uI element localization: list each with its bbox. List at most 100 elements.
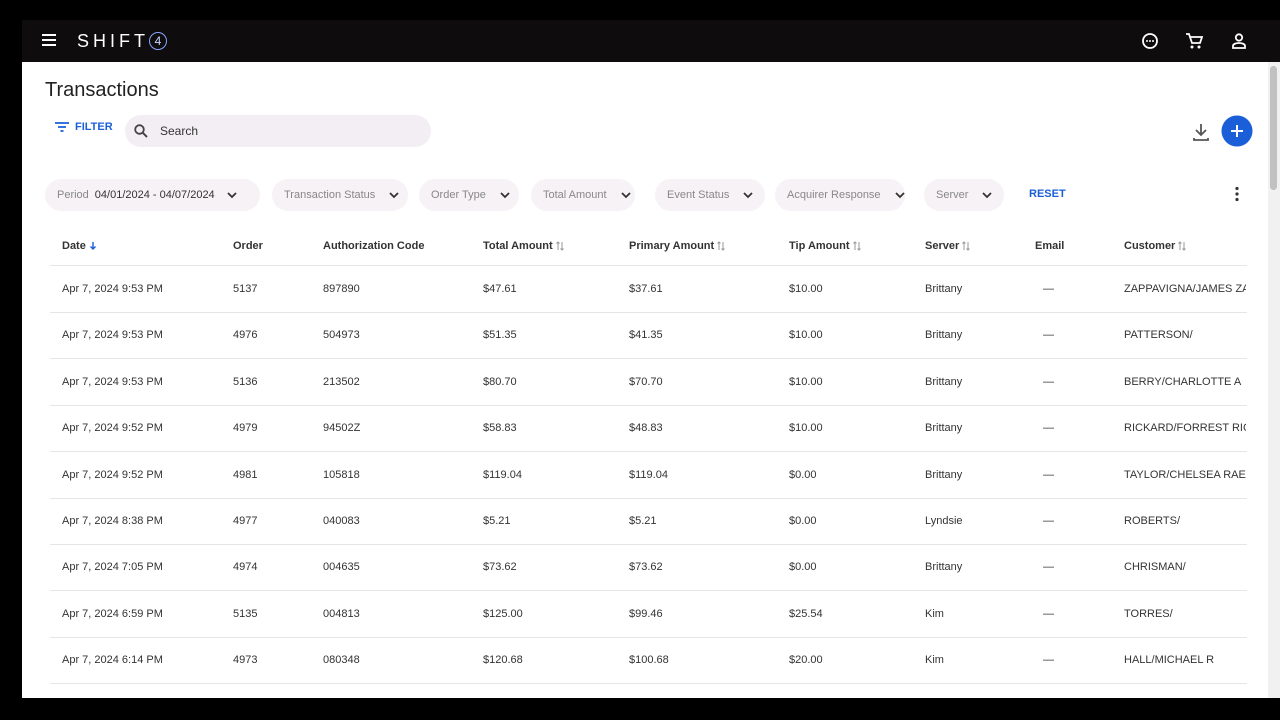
table-cell: Brittany (925, 329, 963, 342)
more-button[interactable] (1234, 186, 1240, 202)
row-divider (50, 590, 1247, 592)
table-cell: Apr 7, 2024 8:38 PM (62, 515, 163, 527)
chevron (500, 191, 510, 198)
table-cell: 5135 (233, 607, 258, 620)
download-button[interactable] (1188, 121, 1214, 143)
column-header[interactable]: Total Amount (483, 240, 564, 252)
table-cell: Apr 7, 2024 6:14 PM (62, 654, 163, 667)
table-cell: — (1043, 375, 1054, 388)
column-header[interactable]: Customer (1124, 240, 1187, 252)
table-cell: — (1043, 561, 1054, 574)
menu-icon[interactable] (42, 34, 57, 46)
chat-icon[interactable] (1141, 32, 1159, 50)
column-label: Customer (1124, 240, 1176, 252)
table-cell: — (1043, 329, 1054, 342)
table-cell: 94502Z (323, 422, 361, 435)
table-cell: TORRES/ (1124, 607, 1173, 620)
table-cell: $37.61 (629, 283, 663, 295)
chevron (620, 191, 631, 198)
table-cell: Apr 7, 2024 9:52 PM (62, 422, 163, 435)
table-cell: Apr 7, 2024 9:53 PM (62, 283, 163, 295)
filter-label: FILTER (75, 121, 113, 133)
search-box[interactable]: Search (125, 115, 431, 147)
table-cell: Apr 7, 2024 6:59 PM (62, 607, 163, 620)
row-divider (50, 636, 1247, 638)
page-title: Transactions (45, 79, 159, 101)
table-cell: 213502 (323, 375, 360, 388)
row-divider (50, 683, 1247, 685)
filter-chip[interactable]: Event Status (655, 179, 765, 211)
column-header[interactable]: Date (62, 240, 97, 252)
table-cell: Kim (925, 654, 944, 667)
table-cell: Brittany (925, 422, 963, 435)
row-divider (50, 265, 1247, 266)
filter-chip[interactable]: Transaction Status (272, 179, 408, 211)
table-cell: CHRISMAN/ (1124, 561, 1186, 574)
table-cell: — (1043, 654, 1054, 667)
table-cell: $80.70 (483, 375, 517, 388)
filter-button[interactable]: FILTER (55, 121, 113, 133)
logo[interactable]: SHIFT 4 (77, 31, 167, 52)
column-header[interactable]: Primary Amount (629, 240, 726, 252)
table-cell: Brittany (925, 561, 963, 574)
filter-chip[interactable]: Total Amount (531, 179, 635, 211)
column-header[interactable]: Order (233, 240, 263, 252)
filter-chip[interactable]: Acquirer Response (775, 179, 905, 211)
chevron (743, 191, 754, 198)
table-cell: 5137 (233, 283, 258, 295)
table-cell: Apr 7, 2024 9:53 PM (62, 375, 163, 388)
chevron (894, 191, 905, 198)
table-cell: HALL/MICHAEL R (1124, 654, 1215, 667)
table-cell: $125.00 (483, 607, 523, 620)
table-cell: 897890 (323, 283, 360, 295)
table-cell: — (1043, 422, 1054, 435)
table-cell: $0.00 (789, 515, 817, 527)
column-header[interactable]: Server (925, 240, 971, 252)
table-cell: $48.83 (629, 422, 663, 435)
table-cell: ROBERTS/ (1124, 515, 1181, 527)
cart-icon[interactable] (1185, 32, 1203, 50)
table-cell: $51.35 (483, 329, 517, 342)
account-icon[interactable] (1230, 32, 1248, 50)
chevron (389, 191, 399, 198)
column-label: Email (1035, 240, 1065, 252)
filter-chip[interactable]: Order Type (419, 179, 519, 211)
filter-chip[interactable]: Server (924, 179, 1004, 211)
table-cell: 004635 (323, 561, 360, 574)
top-bar: SHIFT 4 (22, 20, 1280, 62)
table-cell: 4973 (233, 654, 258, 667)
row-divider (50, 312, 1247, 313)
table-cell: 4976 (233, 329, 258, 342)
table-cell: BERRY/CHARLOTTE A (1124, 375, 1242, 388)
chevron (227, 191, 237, 198)
chip-label: Total Amount (543, 189, 607, 201)
table-cell: $5.21 (483, 515, 511, 527)
column-header[interactable]: Tip Amount (789, 240, 861, 252)
table-cell: 4979 (233, 422, 258, 435)
table-cell: $73.62 (629, 561, 663, 574)
reset-button[interactable]: RESET (1029, 188, 1066, 200)
chip-label: Period (57, 189, 89, 201)
column-header[interactable]: Authorization Code (323, 240, 424, 252)
column-header[interactable]: Email (1035, 240, 1064, 252)
scrollbar[interactable] (1268, 62, 1280, 698)
column-label: Tip Amount (789, 240, 850, 252)
column-label: Date (62, 240, 86, 252)
table-cell: $5.21 (629, 515, 657, 527)
table-cell: $99.46 (629, 607, 663, 620)
add-button[interactable] (1221, 115, 1253, 147)
table-cell: Kim (925, 607, 944, 620)
table-cell: 4981 (233, 468, 258, 481)
table-cell: $10.00 (789, 329, 823, 342)
table-cell: $119.04 (629, 468, 668, 481)
period-chip[interactable]: Period 04/01/2024 - 04/07/2024 (45, 179, 260, 211)
chip-label: Transaction Status (284, 189, 376, 201)
search-placeholder: Search (160, 124, 199, 138)
scrollbar-thumb[interactable] (1270, 66, 1277, 190)
table-cell: TAYLOR/CHELSEA RAE (1124, 468, 1246, 481)
row-divider (50, 497, 1247, 499)
table-cell: $0.00 (789, 468, 817, 481)
app: SHIFT 4 Transactions FILTER Search Period… (22, 20, 1280, 698)
chip-label: Event Status (667, 189, 730, 201)
logo-text: SHIFT (77, 31, 149, 51)
